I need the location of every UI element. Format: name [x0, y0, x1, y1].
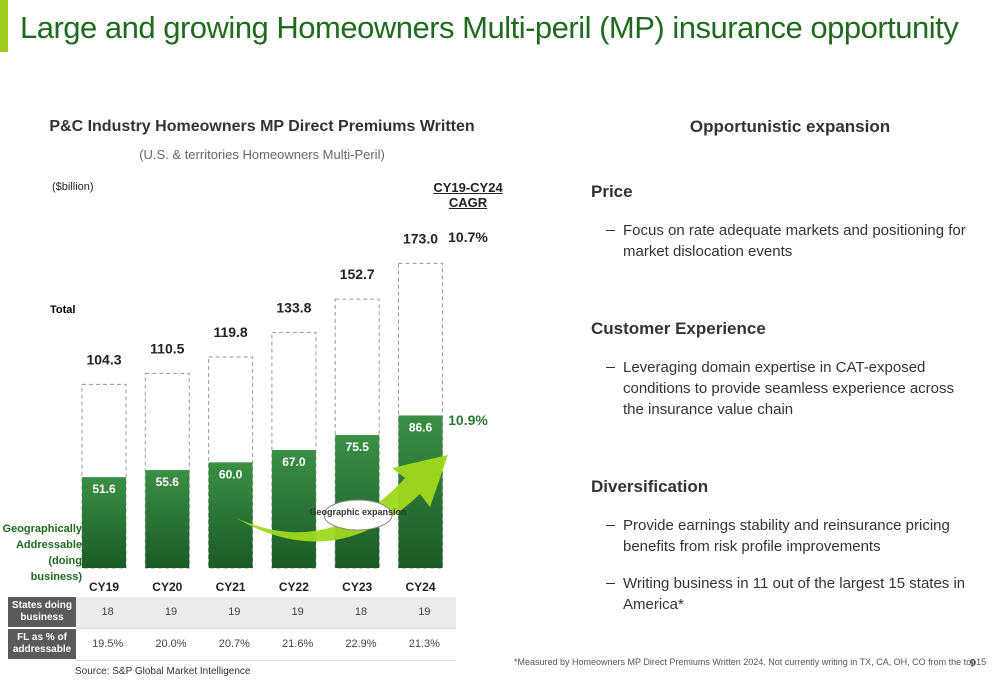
unit-label: ($billion): [52, 181, 94, 193]
table-cell: 18: [329, 597, 393, 629]
table-cell: 19.5%: [76, 628, 140, 661]
accent-bar: [0, 0, 8, 52]
bullet: Leveraging domain expertise in CAT-expos…: [606, 357, 973, 420]
bullet: Focus on rate adequate markets and posit…: [606, 220, 973, 262]
x-tick-label: CY20: [152, 580, 182, 594]
footnote: *Measured by Homeowners MP Direct Premiu…: [514, 657, 987, 667]
table-cell: 21.3%: [392, 628, 456, 661]
section-heading: Price: [591, 182, 633, 201]
table-row: FL as % of addressable 19.5% 20.0% 20.7% 21.…: [8, 628, 456, 661]
table-cell: 19: [139, 597, 203, 629]
x-tick-label: CY19: [89, 580, 119, 594]
page-number: 9: [970, 658, 976, 669]
addressable-bar: [271, 450, 316, 568]
row-label: FL as % of addressable: [8, 628, 76, 661]
source: Source: S&P Global Market Intelligence: [75, 666, 251, 677]
addressable-label: 51.6: [92, 482, 116, 496]
bars: 104.3 51.6 CY19 110.5 55.6 CY20 119.8 60.0 CY21 1…: [81, 229, 488, 594]
annotation-bubble: [323, 499, 393, 531]
bullet: Provide earnings stability and reinsuran…: [606, 515, 973, 557]
x-tick-label: CY21: [216, 580, 246, 594]
total-label: 110.5: [150, 340, 184, 356]
table-cell: 19: [392, 597, 456, 629]
table-cell: 19: [202, 597, 266, 629]
annotation: Geographic expansion: [309, 507, 406, 517]
data-table: States doing business 18 19 19 19 18 19 FL as %…: [8, 597, 456, 661]
addressable-bar: [145, 470, 190, 568]
addressable-label: 86.6: [409, 420, 433, 434]
bullet: Writing business in 11 out of the larges…: [606, 573, 973, 615]
row-label: States doing business: [8, 597, 76, 629]
addressable-label: 67.0: [282, 455, 306, 469]
section-heading: Diversification: [591, 477, 709, 496]
table-cell: 18: [76, 597, 140, 629]
addressable-bar: [82, 477, 126, 568]
legend-label: Total: [50, 304, 76, 316]
table-row: States doing business 18 19 19 19 18 19: [8, 597, 456, 629]
table-cell: 20.0%: [139, 628, 203, 661]
addressable-bar: [208, 462, 253, 568]
total-label: 133.8: [276, 299, 311, 315]
total-label: 152.7: [340, 266, 375, 282]
chart-subtitle: (U.S. & territories Homeowners Multi-Per…: [139, 147, 385, 162]
table-cell: 22.9%: [329, 628, 393, 661]
table-cell: 19: [265, 597, 330, 629]
addressable-label: 75.5: [346, 440, 370, 454]
slide-title: Large and growing Homeowners Multi-peril…: [20, 10, 959, 45]
chart-title: P&C Industry Homeowners MP Direct Premiu…: [49, 118, 475, 135]
total-label: 104.3: [86, 351, 121, 367]
cagr-value: 10.7%: [448, 229, 488, 245]
addressable-label: 55.6: [156, 475, 180, 489]
cagr-title: CY19-CY24 CAGR: [433, 180, 503, 210]
table-cell: 20.7%: [202, 628, 266, 661]
cagr-value: 10.9%: [448, 412, 488, 428]
panel-title: Opportunistic expansion: [689, 117, 891, 136]
legend-label: Geographically Addressable (doing busine…: [2, 523, 82, 583]
x-tick-label: CY22: [279, 580, 309, 594]
table-cell: 21.6%: [265, 628, 330, 661]
total-label: 173.0: [403, 230, 438, 246]
section-heading: Customer Experience: [591, 319, 766, 338]
x-tick-label: CY24: [405, 580, 435, 594]
addressable-label: 60.0: [219, 467, 243, 481]
total-label: 119.8: [213, 324, 247, 340]
x-tick-label: CY23: [342, 580, 372, 594]
